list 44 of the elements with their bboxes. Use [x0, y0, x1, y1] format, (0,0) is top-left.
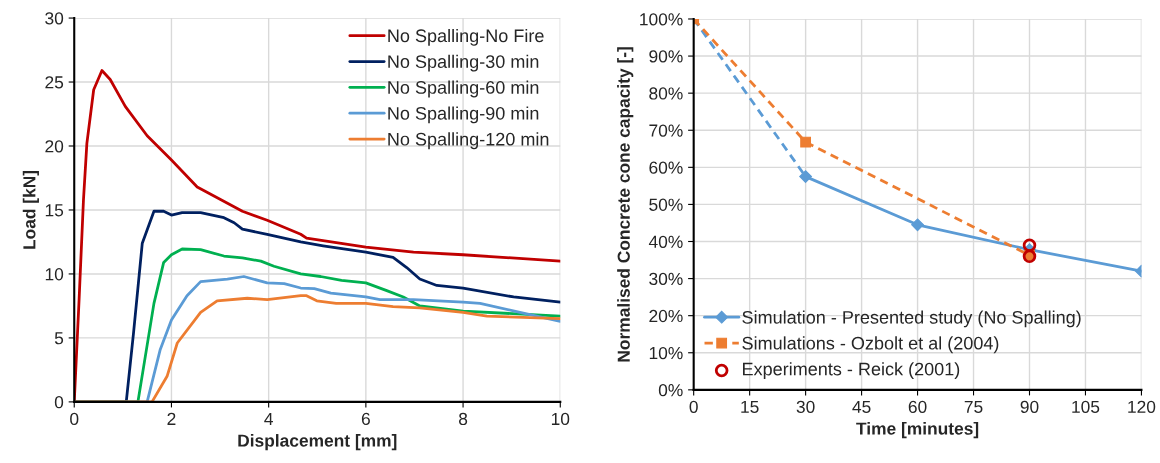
x-tick-label: 105 — [1072, 400, 1100, 414]
x-tick-label: 0 — [70, 412, 79, 426]
x-tick-label: 75 — [964, 400, 983, 414]
y-tick-label: 70% — [649, 124, 683, 137]
y-tick-label: 40% — [648, 235, 683, 248]
y-tick-label: 100% — [640, 13, 683, 26]
legend-label: No Spalling-120 min — [388, 132, 549, 150]
y-tick-label: 15 — [45, 204, 64, 217]
y-tick-label: 20% — [649, 309, 683, 323]
y-tick-label: 90% — [649, 50, 683, 63]
x-tick-label: 10 — [551, 412, 570, 426]
y-tick-label: 20 — [45, 140, 64, 153]
x-axis-title: Displacement [mm] — [238, 434, 397, 451]
x-tick-label: 30 — [796, 400, 815, 414]
x-tick-label: 4 — [264, 412, 273, 425]
y-tick-label: 10% — [649, 346, 683, 360]
legend-label: No Spalling-60 min — [388, 80, 539, 98]
y-tick-label: 30 — [45, 12, 64, 25]
y-tick-label: 10 — [45, 268, 64, 281]
x-tick-label: 60 — [908, 400, 927, 414]
y-tick-label: 50% — [649, 198, 683, 211]
y-axis-title: Load [kN] — [22, 170, 39, 249]
y-tick-label: 25 — [45, 76, 64, 89]
x-tick-label: 2 — [167, 412, 176, 425]
x-tick-label: 15 — [741, 400, 759, 414]
x-axis-title: Time [minutes] — [856, 422, 979, 439]
legend-label: Experiments - Reick (2001) — [743, 362, 960, 380]
legend-label: Simulation - Presented study (No Spalling) — [742, 310, 1081, 328]
legend-label: Simulations - Ozbolt et al (2004) — [742, 336, 999, 354]
y-tick-label: 0% — [658, 384, 683, 397]
legend-label: No Spalling-No Fire — [388, 28, 544, 46]
x-tick-label: 120 — [1128, 400, 1156, 414]
x-tick-label: 0 — [689, 400, 698, 414]
x-tick-label: 8 — [459, 412, 468, 426]
x-tick-label: 45 — [852, 400, 871, 414]
y-tick-label: 5 — [54, 332, 64, 345]
y-tick-label: 60% — [649, 161, 683, 174]
y-tick-label: 80% — [649, 87, 683, 100]
legend-label: No Spalling-30 min — [388, 54, 539, 72]
legend-label: No Spalling-90 min — [388, 106, 539, 124]
y-axis-title: Normalised Concrete cone capacity [-] — [617, 47, 634, 362]
x-tick-label: 90 — [1020, 400, 1039, 414]
x-tick-label: 6 — [361, 412, 370, 426]
y-tick-label: 30% — [649, 272, 683, 286]
